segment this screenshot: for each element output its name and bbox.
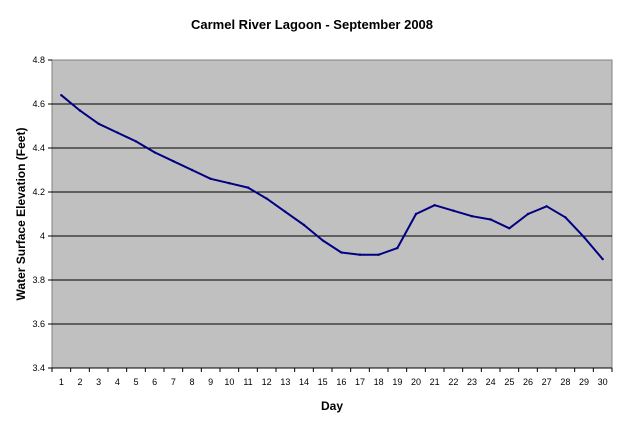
x-tick-label: 7 bbox=[171, 377, 176, 387]
x-tick-label: 3 bbox=[96, 377, 101, 387]
series-group bbox=[60, 94, 604, 261]
x-axis-ticks: 1 2 3 4 5 6 7 8 9 10 11 12 13 14 15 16 17 18 19 20 21 22 23 24 2… bbox=[51, 367, 613, 387]
x-tick-label: 16 bbox=[336, 377, 346, 387]
data-point bbox=[134, 140, 138, 143]
x-tick-label: 4 bbox=[115, 377, 120, 387]
x-tick-label: 26 bbox=[523, 377, 533, 387]
x-tick-label: 24 bbox=[486, 377, 496, 387]
x-tick-label: 14 bbox=[299, 377, 309, 387]
y-tick-label: 4.8 bbox=[32, 55, 45, 65]
x-tick-label: 21 bbox=[430, 377, 440, 387]
y-axis-ticks: 3.4 3.6 3.8 4 4.2 4.4 4.6 4.8 bbox=[32, 55, 52, 373]
x-tick-label: 6 bbox=[152, 377, 157, 387]
data-point bbox=[508, 227, 511, 230]
y-tick-label: 4.6 bbox=[32, 99, 45, 109]
data-point bbox=[433, 204, 436, 207]
x-tick-label: 30 bbox=[598, 377, 608, 387]
data-point bbox=[172, 160, 175, 163]
x-tick-label: 13 bbox=[280, 377, 290, 387]
data-point bbox=[116, 131, 119, 134]
chart-title: Carmel River Lagoon - September 2008 bbox=[191, 17, 433, 32]
x-tick-label: 12 bbox=[262, 377, 272, 387]
x-tick-label: 1 bbox=[59, 377, 64, 387]
y-tick-label: 3.6 bbox=[32, 319, 45, 329]
y-tick-label: 3.8 bbox=[32, 275, 45, 285]
x-tick-label: 15 bbox=[318, 377, 328, 387]
data-point bbox=[209, 177, 212, 180]
data-point bbox=[414, 212, 418, 216]
data-point bbox=[190, 168, 194, 172]
data-point bbox=[78, 109, 82, 112]
data-point bbox=[340, 251, 343, 254]
data-point bbox=[302, 223, 306, 227]
data-point bbox=[153, 151, 156, 154]
data-point bbox=[489, 218, 492, 221]
y-tick-label: 4.2 bbox=[32, 187, 45, 197]
data-point bbox=[60, 94, 63, 97]
series-line bbox=[60, 94, 604, 260]
data-point bbox=[582, 235, 586, 239]
y-axis-label: Water Surface Elevation (Feet) bbox=[14, 128, 28, 301]
x-tick-label: 9 bbox=[208, 377, 213, 387]
data-point bbox=[228, 182, 231, 185]
x-tick-label: 2 bbox=[77, 377, 82, 387]
x-tick-label: 20 bbox=[411, 377, 421, 387]
data-point bbox=[321, 239, 324, 242]
y-tick-label: 4.4 bbox=[32, 143, 45, 153]
x-tick-label: 28 bbox=[560, 377, 570, 387]
data-point bbox=[545, 205, 548, 208]
x-tick-label: 23 bbox=[467, 377, 477, 387]
x-tick-label: 27 bbox=[542, 377, 552, 387]
data-point bbox=[377, 253, 380, 256]
data-point bbox=[601, 257, 604, 261]
x-tick-label: 5 bbox=[133, 377, 138, 387]
x-tick-label: 11 bbox=[243, 377, 252, 387]
y-tick-label: 3.4 bbox=[32, 363, 45, 373]
x-tick-label: 22 bbox=[448, 377, 458, 387]
data-point bbox=[358, 253, 362, 256]
data-point bbox=[452, 209, 455, 212]
y-tick-label: 4 bbox=[40, 231, 45, 241]
x-tick-label: 8 bbox=[189, 377, 194, 387]
x-tick-label: 17 bbox=[355, 377, 365, 387]
data-point bbox=[564, 216, 567, 219]
data-point bbox=[246, 186, 250, 189]
x-axis-label: Day bbox=[321, 399, 343, 413]
data-point bbox=[526, 212, 530, 216]
data-point bbox=[97, 122, 100, 126]
x-tick-label: 25 bbox=[504, 377, 514, 387]
data-point bbox=[470, 215, 474, 218]
plot-area bbox=[51, 59, 613, 369]
data-point bbox=[265, 197, 268, 200]
data-point bbox=[284, 210, 287, 213]
x-tick-label: 10 bbox=[224, 377, 234, 387]
x-tick-label: 18 bbox=[374, 377, 384, 387]
x-tick-label: 19 bbox=[392, 377, 402, 387]
x-tick-label: 29 bbox=[579, 377, 589, 387]
data-point bbox=[396, 246, 399, 250]
